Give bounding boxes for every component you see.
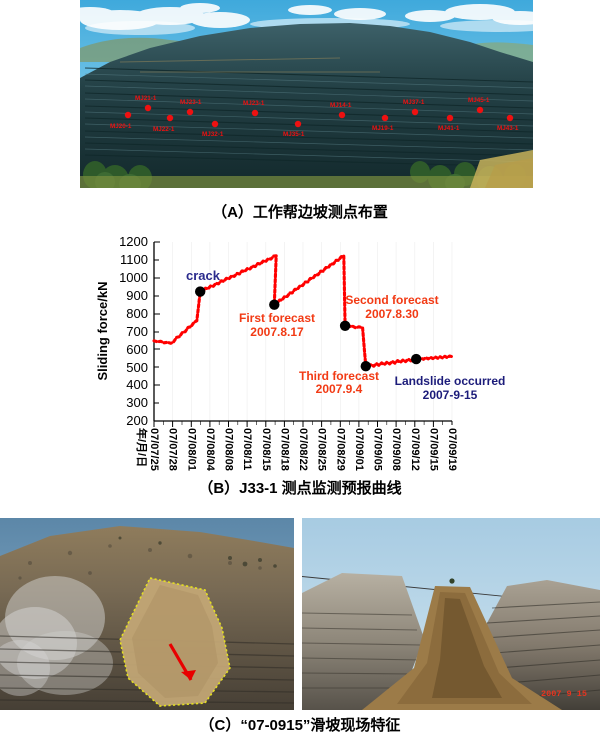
svg-text:07/08/22: 07/08/22 [297,428,309,471]
svg-text:2007 9 15: 2007 9 15 [541,689,587,699]
svg-text:300: 300 [126,395,148,410]
svg-text:2007.9.4: 2007.9.4 [316,382,363,396]
svg-text:07/09/05: 07/09/05 [372,428,384,471]
svg-text:07/08/15: 07/08/15 [260,428,272,471]
svg-text:1000: 1000 [119,270,148,285]
svg-text:07/09/15: 07/09/15 [427,428,439,471]
svg-text:MJ23-1: MJ23-1 [243,100,265,107]
svg-text:700: 700 [126,324,148,339]
svg-text:MJ19-1: MJ19-1 [372,125,394,132]
svg-text:MJ20-1: MJ20-1 [110,123,132,130]
svg-text:First forecast: First forecast [239,311,315,325]
svg-text:2007.8.17: 2007.8.17 [250,325,304,339]
svg-text:07/08/29: 07/08/29 [334,428,346,471]
svg-text:800: 800 [126,306,148,321]
svg-text:07/08/04: 07/08/04 [204,428,216,472]
svg-text:MJ35-1: MJ35-1 [283,131,305,138]
svg-text:1100: 1100 [120,252,148,267]
svg-text:07/08/25: 07/08/25 [316,428,328,471]
svg-text:MJ41-1: MJ41-1 [438,125,460,132]
svg-text:MJ21-1: MJ21-1 [135,95,157,102]
svg-text:2007.8.30: 2007.8.30 [365,307,419,321]
svg-text:MJ14-1: MJ14-1 [330,102,352,109]
svg-text:07/07/25: 07/07/25 [148,428,160,471]
svg-text:200: 200 [126,413,148,428]
svg-text:年/月/日: 年/月/日 [135,428,149,467]
svg-text:MJ45-1: MJ45-1 [468,97,490,104]
svg-text:MJ22-1: MJ22-1 [153,126,175,133]
svg-text:07/09/19: 07/09/19 [446,428,458,471]
svg-text:Landslide occurred: Landslide occurred [395,374,506,388]
svg-text:07/08/11: 07/08/11 [241,428,253,470]
svg-text:2007-9-15: 2007-9-15 [423,388,478,402]
svg-text:Second forecast: Second forecast [345,293,438,307]
svg-text:07/09/08: 07/09/08 [390,428,402,471]
svg-text:1200: 1200 [119,234,148,249]
svg-text:MJ43-1: MJ43-1 [497,125,519,132]
svg-text:07/08/18: 07/08/18 [278,428,290,471]
svg-text:600: 600 [126,342,148,357]
svg-text:crack: crack [186,268,221,283]
svg-text:MJ37-1: MJ37-1 [403,99,425,106]
svg-text:MJ32-1: MJ32-1 [202,131,224,138]
svg-text:MJ23-1: MJ23-1 [180,99,202,106]
svg-text:07/09/01: 07/09/01 [353,428,365,471]
svg-text:07/07/28: 07/07/28 [167,428,179,471]
svg-text:07/08/01: 07/08/01 [185,428,197,471]
svg-text:07/09/12: 07/09/12 [409,428,421,471]
svg-text:07/08/08: 07/08/08 [223,428,235,471]
svg-text:400: 400 [126,377,148,392]
svg-text:500: 500 [126,360,148,375]
svg-text:Sliding force/kN: Sliding force/kN [95,282,110,381]
svg-text:900: 900 [126,288,148,303]
svg-text:Third forecast: Third forecast [299,369,379,383]
